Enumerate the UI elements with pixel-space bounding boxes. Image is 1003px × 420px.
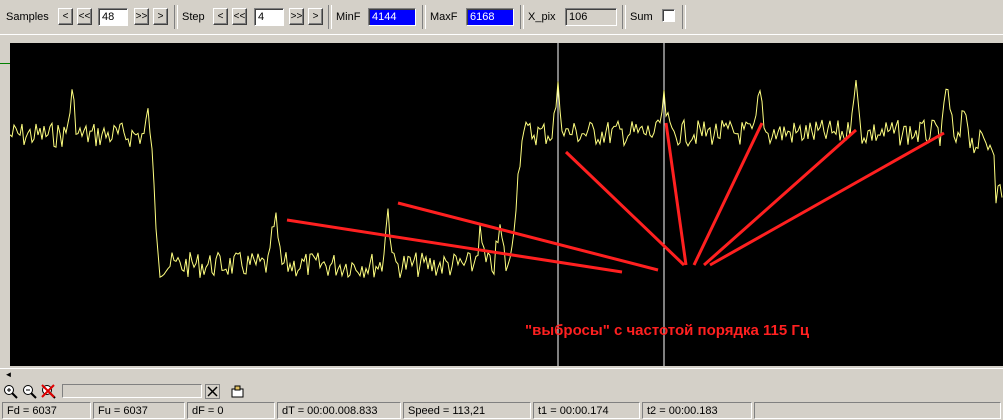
zoom-reset-icon[interactable]: [41, 384, 56, 399]
samples-input[interactable]: 48: [98, 8, 128, 26]
annotation-arrow: [692, 122, 764, 266]
separator: [422, 5, 426, 29]
signal-trace: [10, 80, 1003, 279]
signal-plot[interactable]: [10, 43, 1003, 366]
status-fu: Fu = 6037: [93, 402, 185, 419]
annotation-arrow: [709, 131, 945, 267]
annotation-arrow: [397, 201, 659, 272]
status-bar: Fd = 6037 Fu = 6037 dF = 0 dT = 00:00.00…: [0, 401, 1003, 420]
toolbar: Samples < << 48 >> > Step < << 4 >> > Mi…: [0, 0, 1003, 35]
scroll-left-icon[interactable]: ◄: [4, 370, 13, 379]
step-input[interactable]: 4: [254, 8, 284, 26]
annotation-arrow: [664, 122, 688, 266]
status-t2: t2 = 00:00.183: [642, 402, 752, 419]
step-label: Step: [182, 11, 205, 23]
minf-input[interactable]: 4144: [368, 8, 416, 26]
zoom-toolbar: [0, 382, 1003, 400]
separator: [682, 5, 686, 29]
sum-checkbox[interactable]: [662, 9, 675, 22]
status-df: dF = 0: [187, 402, 275, 419]
horizontal-scrollbar[interactable]: ◄: [0, 368, 1003, 382]
separator: [622, 5, 626, 29]
hand-icon[interactable]: [230, 384, 245, 399]
separator: [520, 5, 524, 29]
zoom-range-field[interactable]: [62, 384, 202, 398]
zoom-out-icon[interactable]: [22, 384, 37, 399]
step-prev-button[interactable]: <: [213, 8, 228, 25]
step-forward-button[interactable]: >>: [289, 8, 304, 25]
separator: [174, 5, 178, 29]
xpix-field: 106: [565, 8, 617, 26]
step-rewind-button[interactable]: <<: [232, 8, 247, 25]
sum-label: Sum: [630, 11, 653, 23]
clear-icon[interactable]: [205, 384, 220, 399]
samples-label: Samples: [6, 11, 49, 23]
xpix-label: X_pix: [528, 11, 556, 23]
signal-canvas: [10, 43, 1003, 366]
maxf-label: MaxF: [430, 11, 458, 23]
zoom-in-icon[interactable]: [3, 384, 18, 399]
status-empty: [754, 402, 1001, 419]
status-dt: dT = 00:00.008.833: [277, 402, 401, 419]
step-next-button[interactable]: >: [308, 8, 323, 25]
annotation-text: "выбросы" с частотой порядка 115 Гц: [525, 322, 810, 339]
samples-next-button[interactable]: >: [153, 8, 168, 25]
status-fd: Fd = 6037: [2, 402, 91, 419]
status-t1: t1 = 00:00.174: [533, 402, 640, 419]
maxf-input[interactable]: 6168: [466, 8, 514, 26]
minf-label: MinF: [336, 11, 361, 23]
annotation-arrow: [564, 150, 686, 267]
annotation-lines: [286, 122, 945, 274]
samples-prev-button[interactable]: <: [58, 8, 73, 25]
annotation-arrow: [286, 218, 623, 274]
samples-rewind-button[interactable]: <<: [77, 8, 92, 25]
separator: [328, 5, 332, 29]
samples-forward-button[interactable]: >>: [134, 8, 149, 25]
level-marker: [0, 63, 10, 64]
annotation-arrow: [703, 128, 857, 267]
plot-frame: "выбросы" с частотой порядка 115 Гц: [0, 35, 1003, 368]
status-speed: Speed = 113,21: [403, 402, 531, 419]
